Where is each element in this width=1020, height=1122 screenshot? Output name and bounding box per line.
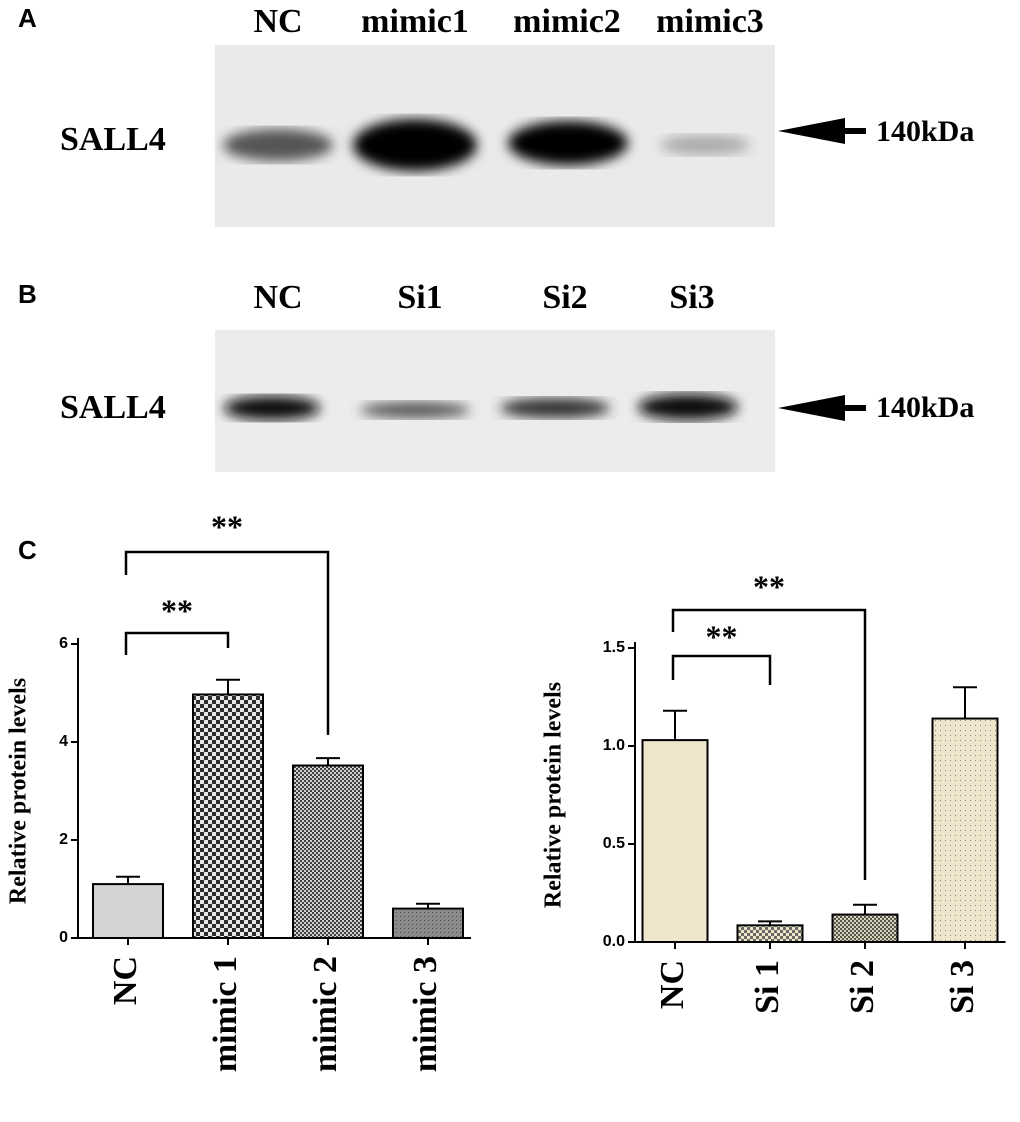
lane-label: mimic2 <box>513 3 621 40</box>
significance-bracket <box>124 550 330 735</box>
arrow <box>778 395 866 421</box>
lane-label: NC <box>253 3 302 40</box>
x-tick-label: Si 2 <box>844 960 881 1014</box>
band <box>638 394 738 420</box>
lane-label: Si3 <box>669 279 714 316</box>
size-label: 140kDa <box>876 391 974 424</box>
y-tick-label: 0 <box>59 929 68 946</box>
band <box>660 135 750 155</box>
x-tick-label: NC <box>107 956 144 1005</box>
significance-bracket <box>671 608 867 880</box>
band <box>508 121 628 165</box>
blot-a <box>215 45 775 227</box>
panel-label: A <box>18 3 37 33</box>
y-tick-label: 4 <box>59 733 68 750</box>
protein-label: SALL4 <box>60 121 166 158</box>
y-tick-label: 2 <box>59 831 68 848</box>
y-tick-label: 1.5 <box>603 639 625 656</box>
y-tick-label: 1.0 <box>603 737 625 754</box>
significance-label: ** <box>211 508 243 544</box>
band <box>353 119 477 171</box>
x-tick-label: mimic 3 <box>407 956 444 1072</box>
lane-label: NC <box>253 279 302 316</box>
lane-label: mimic3 <box>656 3 764 40</box>
band <box>224 396 320 420</box>
x-tick-label: NC <box>654 960 691 1009</box>
lane-label: Si2 <box>542 279 587 316</box>
lane-label: Si1 <box>397 279 442 316</box>
bar-pattern <box>738 926 802 941</box>
charts: 0 2 4 6 Relative protein levels NC mimic 1 mimi… <box>6 508 1006 1072</box>
x-tick-label: Si 3 <box>944 960 981 1014</box>
significance-label: ** <box>161 592 193 628</box>
lane-label: mimic1 <box>361 3 469 40</box>
bar <box>92 883 164 939</box>
significance-bracket <box>671 654 772 685</box>
bar-pattern <box>194 695 262 937</box>
y-tick-label: 6 <box>59 635 68 652</box>
bar-chart: 0 2 4 6 Relative protein levels NC mimic 1 mimi… <box>6 508 471 1072</box>
x-tick-label: Si 1 <box>749 960 786 1014</box>
bar-pattern <box>294 766 362 937</box>
significance-label: ** <box>753 568 785 604</box>
blot-b <box>215 330 775 472</box>
band <box>223 129 333 161</box>
significance-bracket <box>124 631 230 655</box>
bar <box>641 739 709 943</box>
significance-label: ** <box>706 618 738 654</box>
panel-label: C <box>18 535 37 565</box>
y-axis-label: Relative protein levels <box>6 678 32 904</box>
x-tick-label: mimic 2 <box>307 956 344 1072</box>
bar-pattern <box>394 909 462 937</box>
y-axis-label: Relative protein levels <box>541 682 567 908</box>
arrow <box>778 118 866 144</box>
band <box>360 402 470 418</box>
x-tick-label: mimic 1 <box>207 956 244 1072</box>
bar-chart: 0.0 0.5 1.0 1.5 Relative protein levels NC Si … <box>541 568 1006 1014</box>
protein-label: SALL4 <box>60 389 166 426</box>
panel-label: B <box>18 279 37 309</box>
size-label: 140kDa <box>876 115 974 148</box>
y-tick-label: 0.5 <box>603 835 625 852</box>
bar-pattern <box>933 719 997 941</box>
y-tick-label: 0.0 <box>603 933 625 950</box>
bar-pattern <box>833 915 897 941</box>
band <box>500 398 610 418</box>
